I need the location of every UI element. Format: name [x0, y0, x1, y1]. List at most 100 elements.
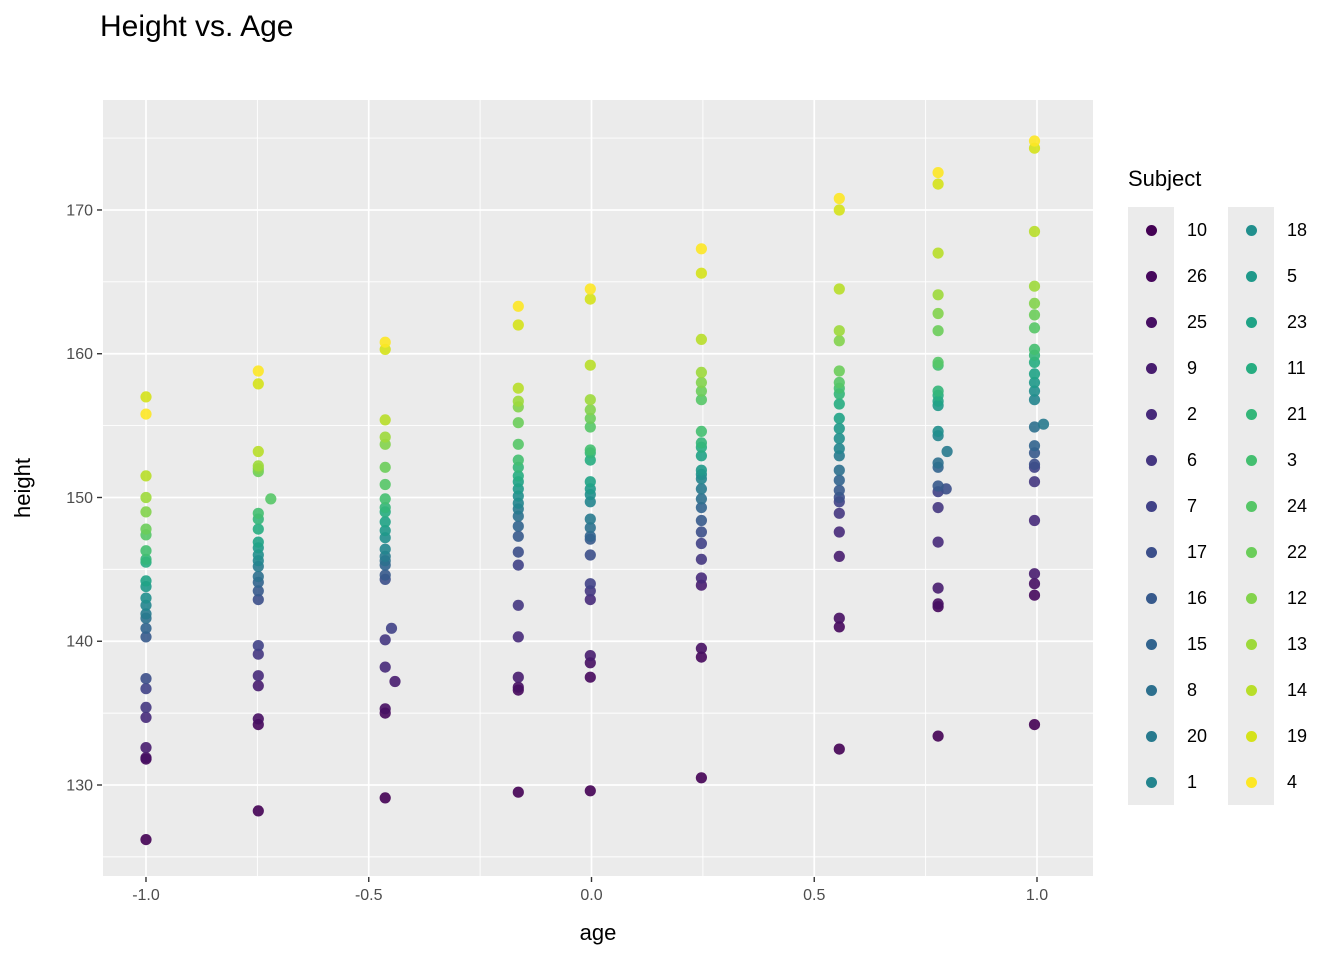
data-point — [140, 711, 152, 724]
legend-label: 4 — [1287, 771, 1298, 792]
data-point — [512, 786, 524, 798]
legend-point-icon — [1245, 270, 1257, 282]
data-point — [252, 365, 264, 377]
data-point — [512, 599, 524, 611]
y-tick-label: 130 — [66, 778, 93, 795]
plot-panel — [103, 100, 1093, 876]
legend-key — [1128, 759, 1174, 805]
data-point — [252, 378, 264, 390]
data-point — [695, 376, 708, 389]
legend-entry: 3 — [1228, 437, 1307, 483]
data-point — [833, 398, 845, 410]
legend-point-icon — [1245, 730, 1257, 742]
legend-point-icon — [1245, 776, 1257, 788]
data-point — [833, 335, 845, 347]
data-point — [932, 247, 944, 259]
data-point — [584, 594, 596, 606]
data-point — [833, 526, 845, 538]
legend-key — [1228, 667, 1274, 713]
legend-point-icon — [1245, 638, 1257, 650]
legend-entry: 23 — [1228, 299, 1307, 345]
data-point — [379, 634, 391, 646]
data-point — [140, 553, 152, 565]
legend-entry: 11 — [1228, 345, 1307, 391]
data-point — [932, 167, 944, 179]
data-point — [695, 483, 708, 495]
data-point — [695, 450, 708, 462]
data-point — [252, 571, 264, 583]
data-point — [584, 578, 596, 590]
data-point — [512, 671, 524, 683]
legend-label: 13 — [1287, 633, 1308, 654]
data-point — [1028, 225, 1041, 238]
legend-entry: 16 — [1128, 575, 1228, 621]
data-point — [932, 385, 944, 397]
data-point — [833, 612, 845, 624]
data-point — [584, 293, 596, 305]
data-point — [379, 502, 391, 514]
legend-entry: 24 — [1228, 483, 1307, 529]
data-point — [379, 543, 391, 555]
legend-entry: 7 — [1128, 483, 1228, 529]
data-point — [379, 525, 391, 537]
data-point — [932, 178, 944, 190]
data-point — [695, 514, 708, 527]
data-point — [140, 545, 152, 557]
legend-entry: 1 — [1128, 759, 1228, 805]
legend-point-icon — [1145, 638, 1157, 650]
data-point — [1028, 280, 1041, 292]
axis-tick-labels: -1.0 -0.5 0.0 0.5 1.0 130 140 150 160 170 — [66, 202, 1048, 904]
legend-key — [1228, 483, 1274, 529]
legend-point-icon — [1145, 500, 1157, 512]
data-point — [833, 325, 845, 337]
data-point — [932, 356, 944, 368]
data-point — [140, 742, 152, 754]
legend-label: 24 — [1287, 495, 1308, 516]
data-point — [512, 530, 524, 542]
data-point — [833, 743, 845, 755]
data-point — [1028, 385, 1041, 397]
legend-entry: 2 — [1128, 391, 1228, 437]
data-point — [252, 536, 264, 548]
data-point — [512, 395, 524, 407]
data-point — [379, 661, 391, 673]
data-point — [512, 300, 524, 312]
data-point — [1028, 368, 1041, 380]
data-point — [140, 631, 152, 643]
data-point — [833, 550, 845, 563]
data-point — [695, 385, 708, 397]
data-point — [252, 640, 264, 652]
data-point — [252, 805, 264, 817]
data-point — [695, 642, 708, 655]
data-point — [833, 474, 845, 486]
legend-label: 19 — [1287, 725, 1308, 746]
legend-label: 26 — [1187, 265, 1208, 286]
data-point — [512, 438, 524, 450]
legend-point-icon — [1145, 592, 1157, 604]
data-point — [833, 192, 845, 205]
legend-entry: 6 — [1128, 437, 1228, 483]
data-point — [252, 648, 264, 660]
legend-point-icon — [1145, 224, 1157, 236]
data-point — [1028, 719, 1041, 731]
data-point — [695, 243, 708, 255]
legend-label: 14 — [1287, 679, 1308, 700]
legend-key — [1128, 713, 1174, 759]
legend-point-icon — [1145, 408, 1157, 420]
data-point — [833, 283, 845, 295]
legend-key — [1128, 575, 1174, 621]
data-point — [265, 493, 277, 505]
data-point — [512, 681, 524, 693]
data-point — [140, 834, 152, 846]
legend-label: 9 — [1187, 357, 1198, 378]
data-point — [833, 365, 845, 377]
legend-key — [1228, 437, 1274, 483]
data-point — [833, 621, 845, 633]
data-point — [584, 359, 596, 371]
data-point — [695, 366, 708, 378]
data-point — [140, 391, 152, 403]
legend-label: 7 — [1187, 495, 1198, 516]
legend-entry: 5 — [1228, 253, 1307, 299]
x-tick-label: 0.0 — [580, 887, 602, 904]
